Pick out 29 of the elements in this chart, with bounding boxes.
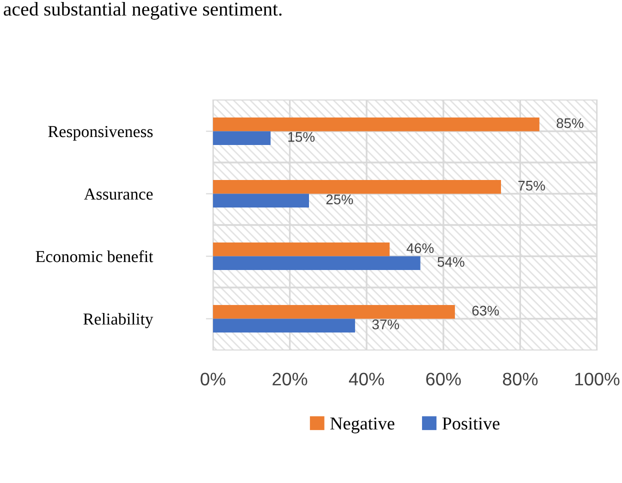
x-tick-label: 100% [575, 372, 620, 386]
y-tick-label: Reliability [83, 312, 154, 328]
y-tick-label: Assurance [84, 188, 153, 200]
bar [213, 256, 420, 270]
x-tick-label: 60% [426, 372, 461, 386]
data-label: 85% [556, 118, 584, 128]
bar [213, 131, 271, 145]
data-label: 63% [472, 306, 499, 316]
bar [213, 118, 540, 132]
x-tick-label: 80% [502, 372, 538, 386]
y-tick-label: Economic benefit [36, 250, 154, 262]
legend-label: Positive [442, 417, 500, 430]
data-label: 15% [288, 132, 315, 142]
bar [213, 180, 501, 194]
data-label: 75% [518, 180, 545, 191]
legend-label: Negative [330, 417, 394, 434]
data-label: 54% [438, 257, 464, 267]
data-label: 25% [326, 194, 353, 204]
data-label: 37% [372, 320, 400, 330]
x-tick-label: 40% [348, 372, 384, 386]
bar [213, 318, 356, 332]
x-tick-label: 0% [200, 372, 226, 386]
data-label: 46% [406, 243, 434, 254]
x-tick-label: 20% [272, 372, 308, 386]
bar [213, 194, 309, 208]
y-tick-label: Responsiveness [48, 126, 153, 141]
bar [213, 242, 390, 256]
text: aced substantial negative sentiment. [4, 2, 282, 20]
bar [213, 305, 455, 319]
